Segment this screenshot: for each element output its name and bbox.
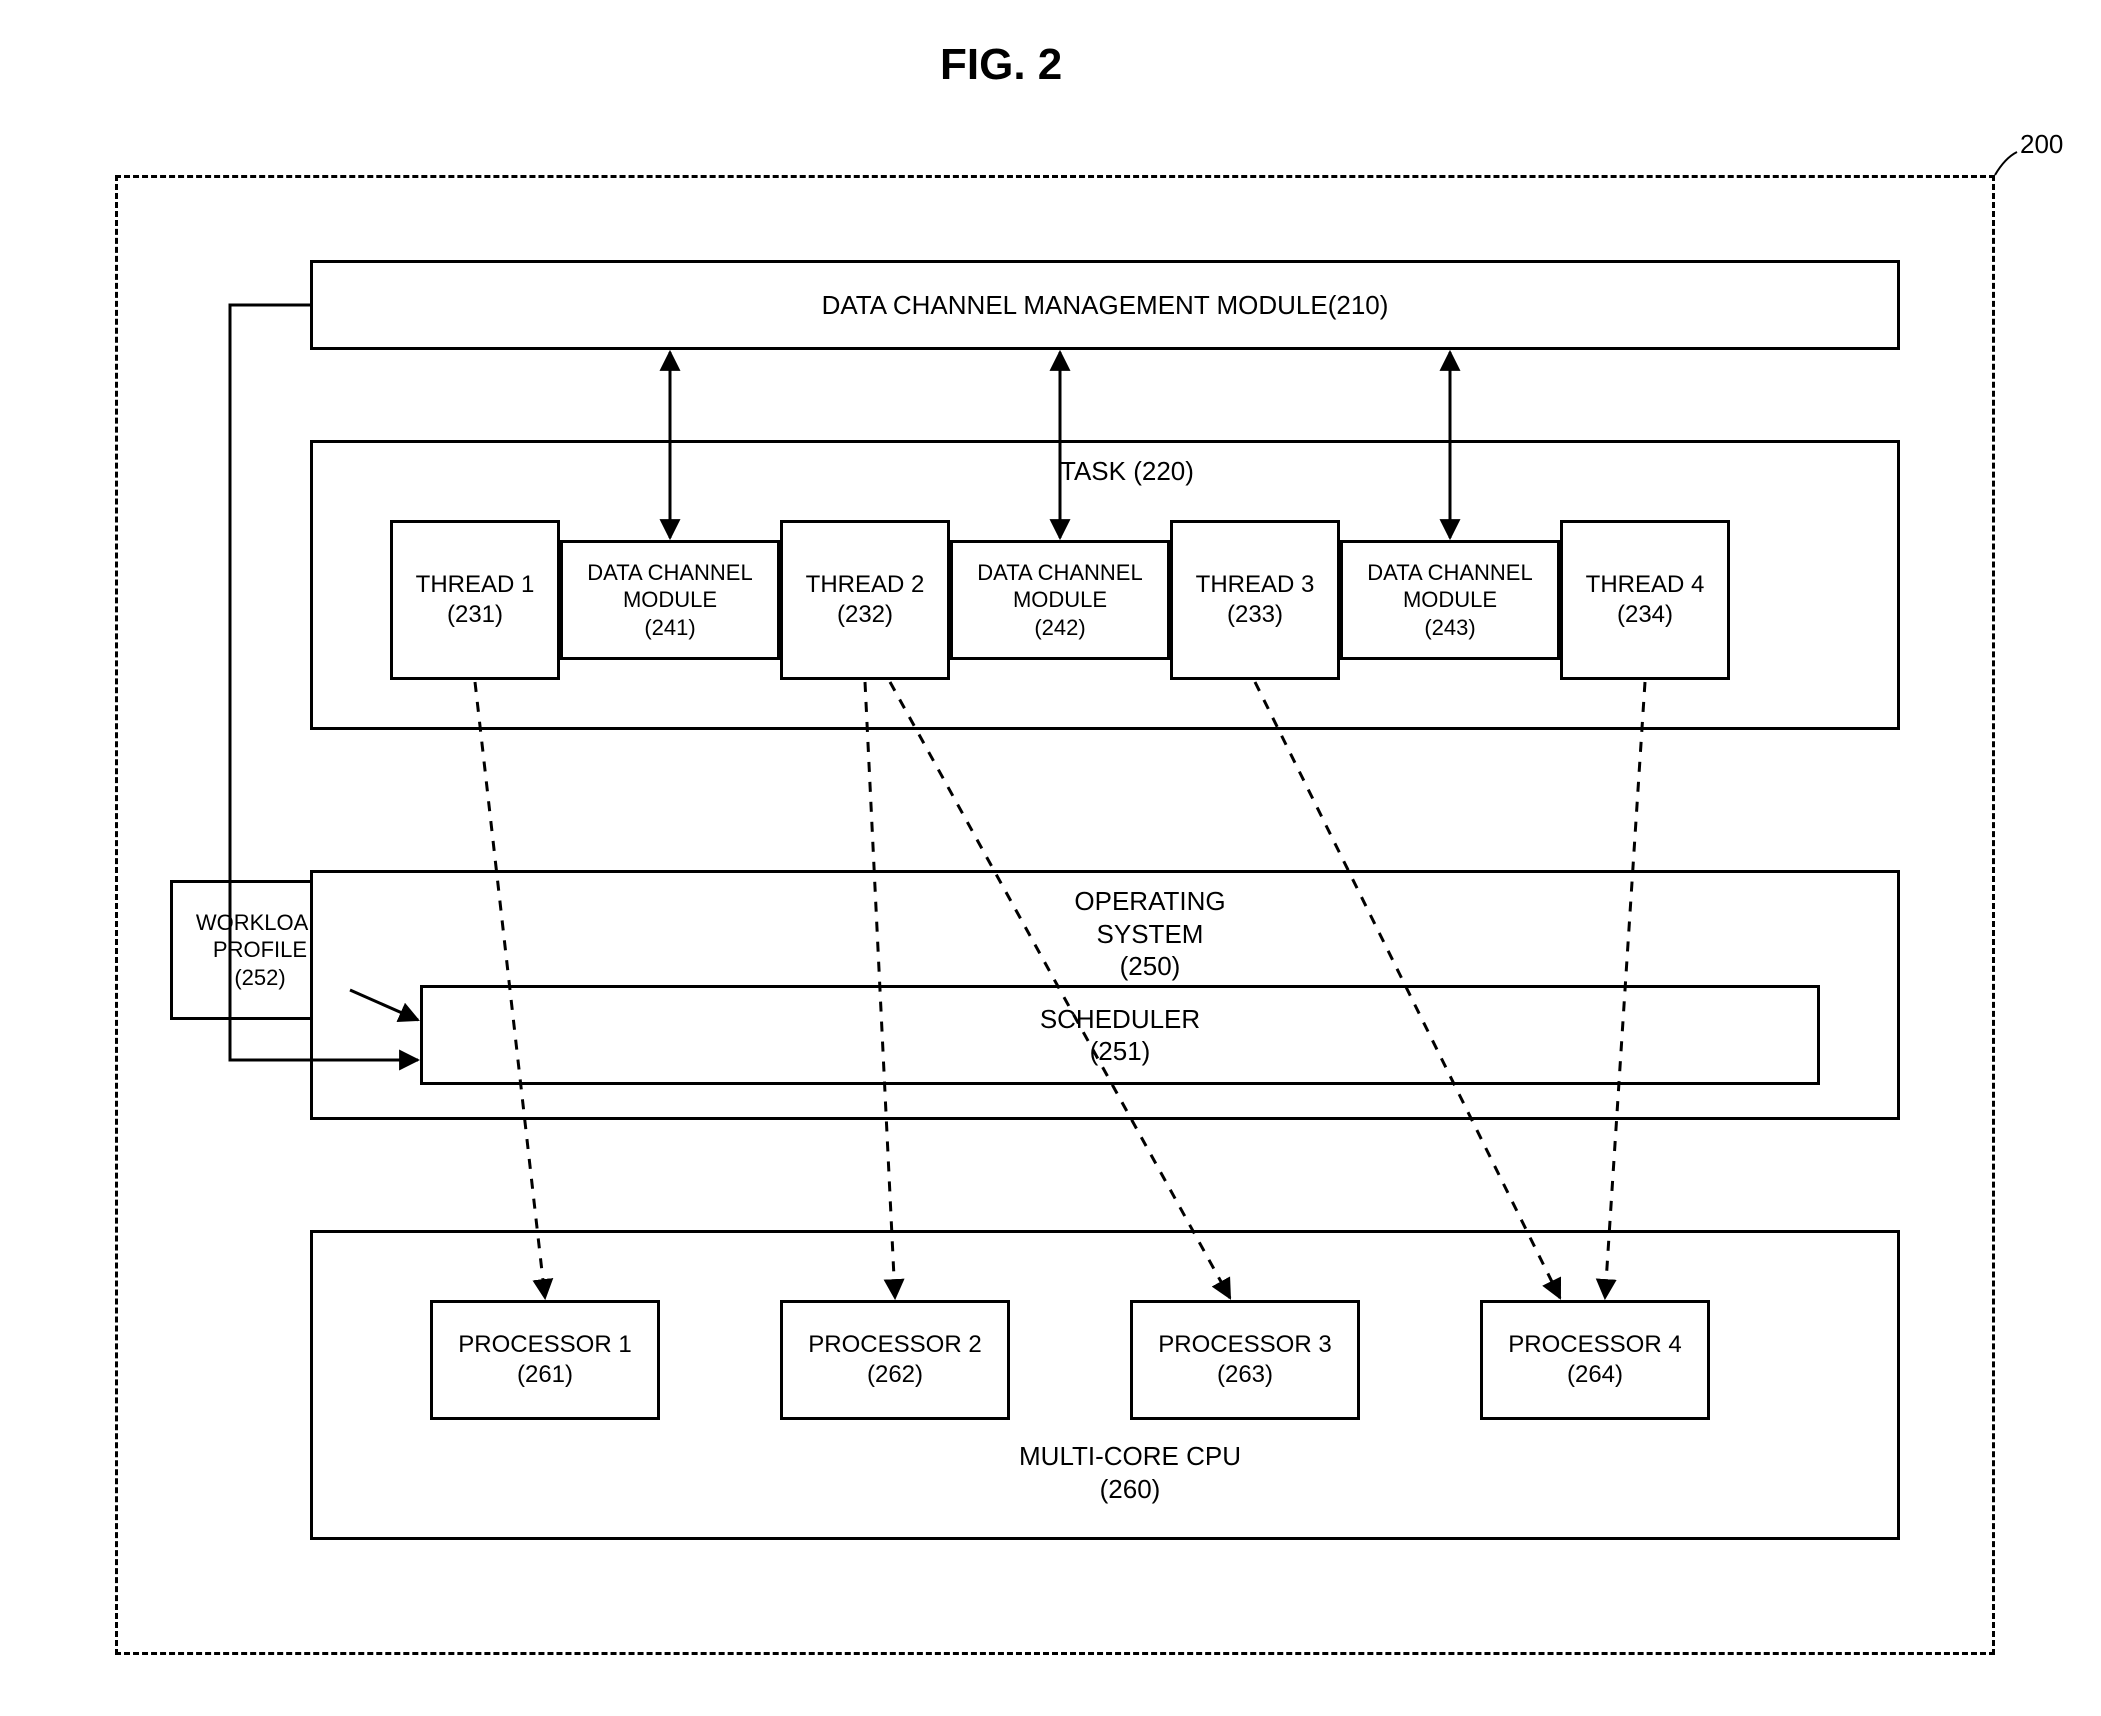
dcm-module-box: DATA CHANNEL MANAGEMENT MODULE(210) (310, 260, 1900, 350)
dc1-box: DATA CHANNEL MODULE (241) (560, 540, 780, 660)
thread2-box: THREAD 2 (232) (780, 520, 950, 680)
dc2-box: DATA CHANNEL MODULE (242) (950, 540, 1170, 660)
proc4-box: PROCESSOR 4 (264) (1480, 1300, 1710, 1420)
thread3-l2: (233) (1227, 600, 1283, 630)
proc3-l2: (263) (1217, 1360, 1273, 1390)
dc3-l3: (243) (1424, 614, 1475, 642)
thread2-l2: (232) (837, 600, 893, 630)
proc3-l1: PROCESSOR 3 (1158, 1330, 1331, 1360)
dc3-l1: DATA CHANNEL (1367, 559, 1532, 587)
workload-l1: WORKLOAD (196, 909, 324, 937)
thread4-box: THREAD 4 (234) (1560, 520, 1730, 680)
dc2-l3: (242) (1034, 614, 1085, 642)
scheduler-l1: SCHEDULER (1040, 1003, 1200, 1036)
proc1-l1: PROCESSOR 1 (458, 1330, 631, 1360)
figure-title: FIG. 2 (940, 40, 1062, 90)
os-l1: OPERATING SYSTEM (1074, 886, 1225, 949)
dc1-l3: (241) (644, 614, 695, 642)
scheduler-box: SCHEDULER (251) (420, 985, 1820, 1085)
thread4-l2: (234) (1617, 600, 1673, 630)
diagram-canvas: FIG. 2 200 DATA CHANNEL MANAGEMENT MODUL… (0, 0, 2101, 1716)
dc3-box: DATA CHANNEL MODULE (243) (1340, 540, 1560, 660)
proc1-l2: (261) (517, 1360, 573, 1390)
dc2-l2: MODULE (1013, 586, 1107, 614)
os-label: OPERATING SYSTEM (250) (1020, 885, 1280, 983)
thread3-box: THREAD 3 (233) (1170, 520, 1340, 680)
dc2-l1: DATA CHANNEL (977, 559, 1142, 587)
dc3-l2: MODULE (1403, 586, 1497, 614)
proc2-l2: (262) (867, 1360, 923, 1390)
proc4-l2: (264) (1567, 1360, 1623, 1390)
os-l2: (250) (1120, 951, 1181, 981)
task-label: TASK (220) (1060, 455, 1194, 488)
dcm-module-text: DATA CHANNEL MANAGEMENT MODULE(210) (822, 289, 1389, 322)
thread1-box: THREAD 1 (231) (390, 520, 560, 680)
thread1-l1: THREAD 1 (416, 570, 535, 600)
thread2-l1: THREAD 2 (806, 570, 925, 600)
proc2-box: PROCESSOR 2 (262) (780, 1300, 1010, 1420)
cpu-l1: MULTI-CORE CPU (1019, 1441, 1241, 1471)
workload-l3: (252) (234, 964, 285, 992)
ref-200-label: 200 (2020, 128, 2063, 161)
thread1-l2: (231) (447, 600, 503, 630)
workload-l2: PROFILE (213, 936, 307, 964)
scheduler-l2: (251) (1090, 1035, 1151, 1068)
cpu-label: MULTI-CORE CPU (260) (1010, 1440, 1250, 1505)
proc2-l1: PROCESSOR 2 (808, 1330, 981, 1360)
cpu-l2: (260) (1100, 1474, 1161, 1504)
dc1-l1: DATA CHANNEL (587, 559, 752, 587)
proc4-l1: PROCESSOR 4 (1508, 1330, 1681, 1360)
dc1-l2: MODULE (623, 586, 717, 614)
proc3-box: PROCESSOR 3 (263) (1130, 1300, 1360, 1420)
thread4-l1: THREAD 4 (1586, 570, 1705, 600)
proc1-box: PROCESSOR 1 (261) (430, 1300, 660, 1420)
thread3-l1: THREAD 3 (1196, 570, 1315, 600)
